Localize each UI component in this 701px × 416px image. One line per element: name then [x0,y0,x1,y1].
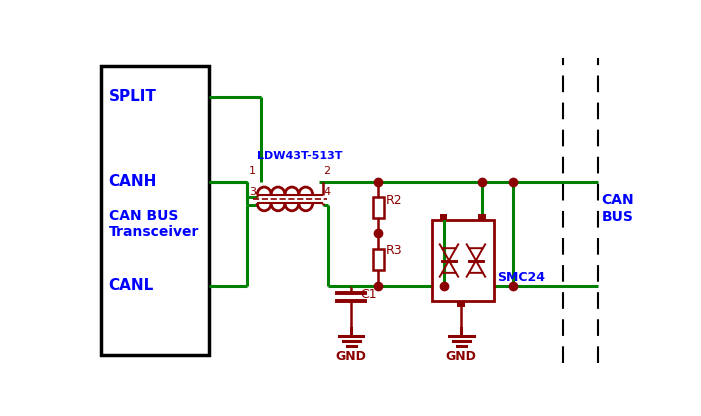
Text: 2: 2 [323,166,331,176]
Text: CAN BUS
Transceiver: CAN BUS Transceiver [109,209,199,239]
Text: CAN
BUS: CAN BUS [601,193,634,224]
Bar [440,214,447,220]
Text: GND: GND [446,350,477,363]
Bar [432,220,494,301]
Text: R3: R3 [386,244,402,258]
Text: R2: R2 [386,194,402,207]
Text: GND: GND [336,350,367,363]
Text: 3: 3 [249,187,256,197]
Text: CANL: CANL [109,278,154,293]
Bar [458,301,465,307]
Bar [101,66,209,355]
Bar [478,214,486,220]
Text: LDW43T-513T: LDW43T-513T [257,151,343,161]
Bar [373,249,383,270]
Text: SMC24: SMC24 [498,271,545,285]
Text: 1: 1 [249,166,256,176]
Text: SPLIT: SPLIT [109,89,156,104]
Text: C1: C1 [360,288,377,301]
Text: CANH: CANH [109,174,157,189]
Text: 4: 4 [323,187,331,197]
Bar [373,197,383,218]
